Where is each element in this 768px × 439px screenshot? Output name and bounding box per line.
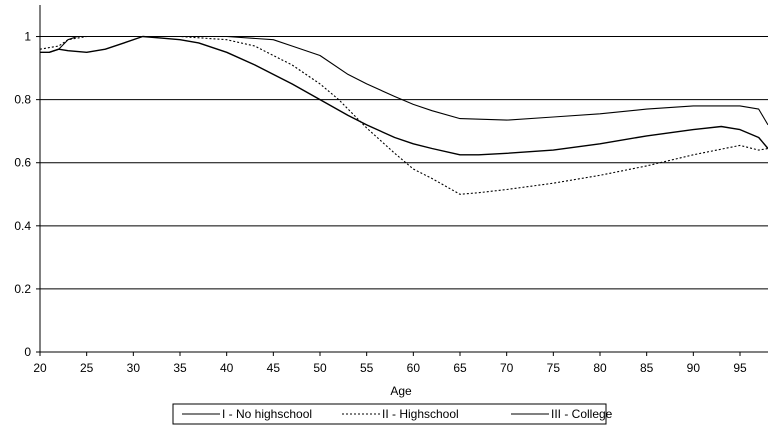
gridlines <box>40 36 768 290</box>
x-tick-label: 70 <box>500 361 514 375</box>
y-tick-label: 0.8 <box>14 93 31 107</box>
legend-label-3: III - College <box>551 407 613 421</box>
x-tick-label: 80 <box>593 361 607 375</box>
axes <box>36 5 768 356</box>
x-tick-label: 90 <box>687 361 701 375</box>
x-tick-label: 25 <box>80 361 94 375</box>
x-tick-label: 55 <box>360 361 374 375</box>
x-tick-label: 35 <box>173 361 187 375</box>
series-line-2 <box>39 35 768 195</box>
x-tick-label: 60 <box>407 361 421 375</box>
y-tick-label: 0.2 <box>14 282 31 296</box>
x-tick-label: 75 <box>547 361 561 375</box>
series-line-1 <box>40 35 768 156</box>
legend: I - No highschool II - Highschool III - Co… <box>172 403 613 425</box>
tick-labels: 0 0.2 0.4 0.6 0.8 1 20 25 30 35 40 45 50 55 60 65 70 75 80… <box>14 30 747 375</box>
x-tick-label: 50 <box>313 361 327 375</box>
y-tick-label: 0.4 <box>14 219 31 233</box>
x-tick-label: 40 <box>220 361 234 375</box>
x-tick-label: 85 <box>640 361 654 375</box>
y-tick-label: 0.6 <box>14 156 31 170</box>
x-tick-label: 95 <box>733 361 747 375</box>
x-tick-label: 20 <box>33 361 47 375</box>
legend-box <box>172 403 607 425</box>
series-lines <box>39 35 768 195</box>
y-tick-label: 0 <box>24 345 31 359</box>
x-axis-label: Age <box>390 384 412 398</box>
x-tick-label: 45 <box>267 361 281 375</box>
x-tick-label: 30 <box>127 361 141 375</box>
legend-label-2: II - Highschool <box>382 407 459 421</box>
series-line-3 <box>49 35 768 126</box>
x-tick-label: 65 <box>453 361 467 375</box>
legend-label-1: I - No highschool <box>222 407 312 421</box>
y-tick-label: 1 <box>24 30 31 44</box>
